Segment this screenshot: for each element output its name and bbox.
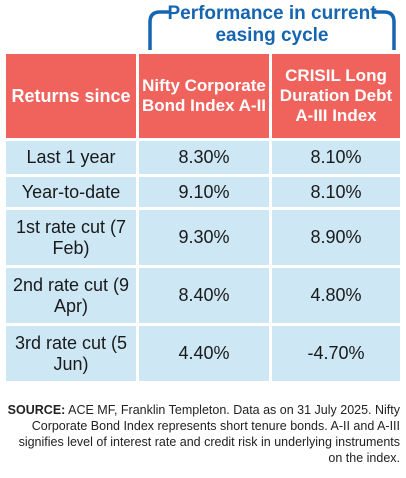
table-row: Year-to-date 9.10% 8.10%	[6, 177, 400, 207]
row-crisil-value: 8.10%	[272, 177, 400, 207]
table-row: Last 1 year 8.30% 8.10%	[6, 141, 400, 174]
header-nifty-index: Nifty Corporate Bond Index A-II	[139, 54, 269, 138]
row-nifty-value: 8.30%	[139, 141, 269, 174]
table-header: Returns since Nifty Corporate Bond Index…	[6, 54, 400, 138]
table-title: Performance in current easing cycle	[167, 3, 377, 46]
table-row: 1st rate cut (7 Feb) 9.30% 8.90%	[6, 210, 400, 265]
title-bracket-graphic	[148, 10, 396, 50]
row-nifty-value: 9.30%	[139, 210, 269, 265]
table-title-group: Performance in current easing cycle	[146, 0, 398, 52]
row-label: Year-to-date	[6, 177, 136, 207]
row-crisil-value: -4.70%	[272, 326, 400, 381]
table-row: 2nd rate cut (9 Apr) 8.40% 4.80%	[6, 268, 400, 323]
source-note: SOURCE: ACE MF, Franklin Templeton. Data…	[6, 402, 400, 466]
row-label: Last 1 year	[6, 141, 136, 174]
header-crisil-index: CRISIL Long Duration Debt A-III Index	[272, 54, 400, 138]
source-label: SOURCE:	[7, 403, 66, 417]
row-nifty-value: 9.10%	[139, 177, 269, 207]
row-label: 3rd rate cut (5 Jun)	[6, 326, 136, 381]
source-text: ACE MF, Franklin Templeton. Data as on 3…	[18, 403, 400, 465]
table-row: 3rd rate cut (5 Jun) 4.40% -4.70%	[6, 326, 400, 381]
row-crisil-value: 8.90%	[272, 210, 400, 265]
row-label: 2nd rate cut (9 Apr)	[6, 268, 136, 323]
row-nifty-value: 8.40%	[139, 268, 269, 323]
row-crisil-value: 4.80%	[272, 268, 400, 323]
row-nifty-value: 4.40%	[139, 326, 269, 381]
row-crisil-value: 8.10%	[272, 141, 400, 174]
row-label: 1st rate cut (7 Feb)	[6, 210, 136, 265]
header-returns-since: Returns since	[6, 54, 136, 138]
